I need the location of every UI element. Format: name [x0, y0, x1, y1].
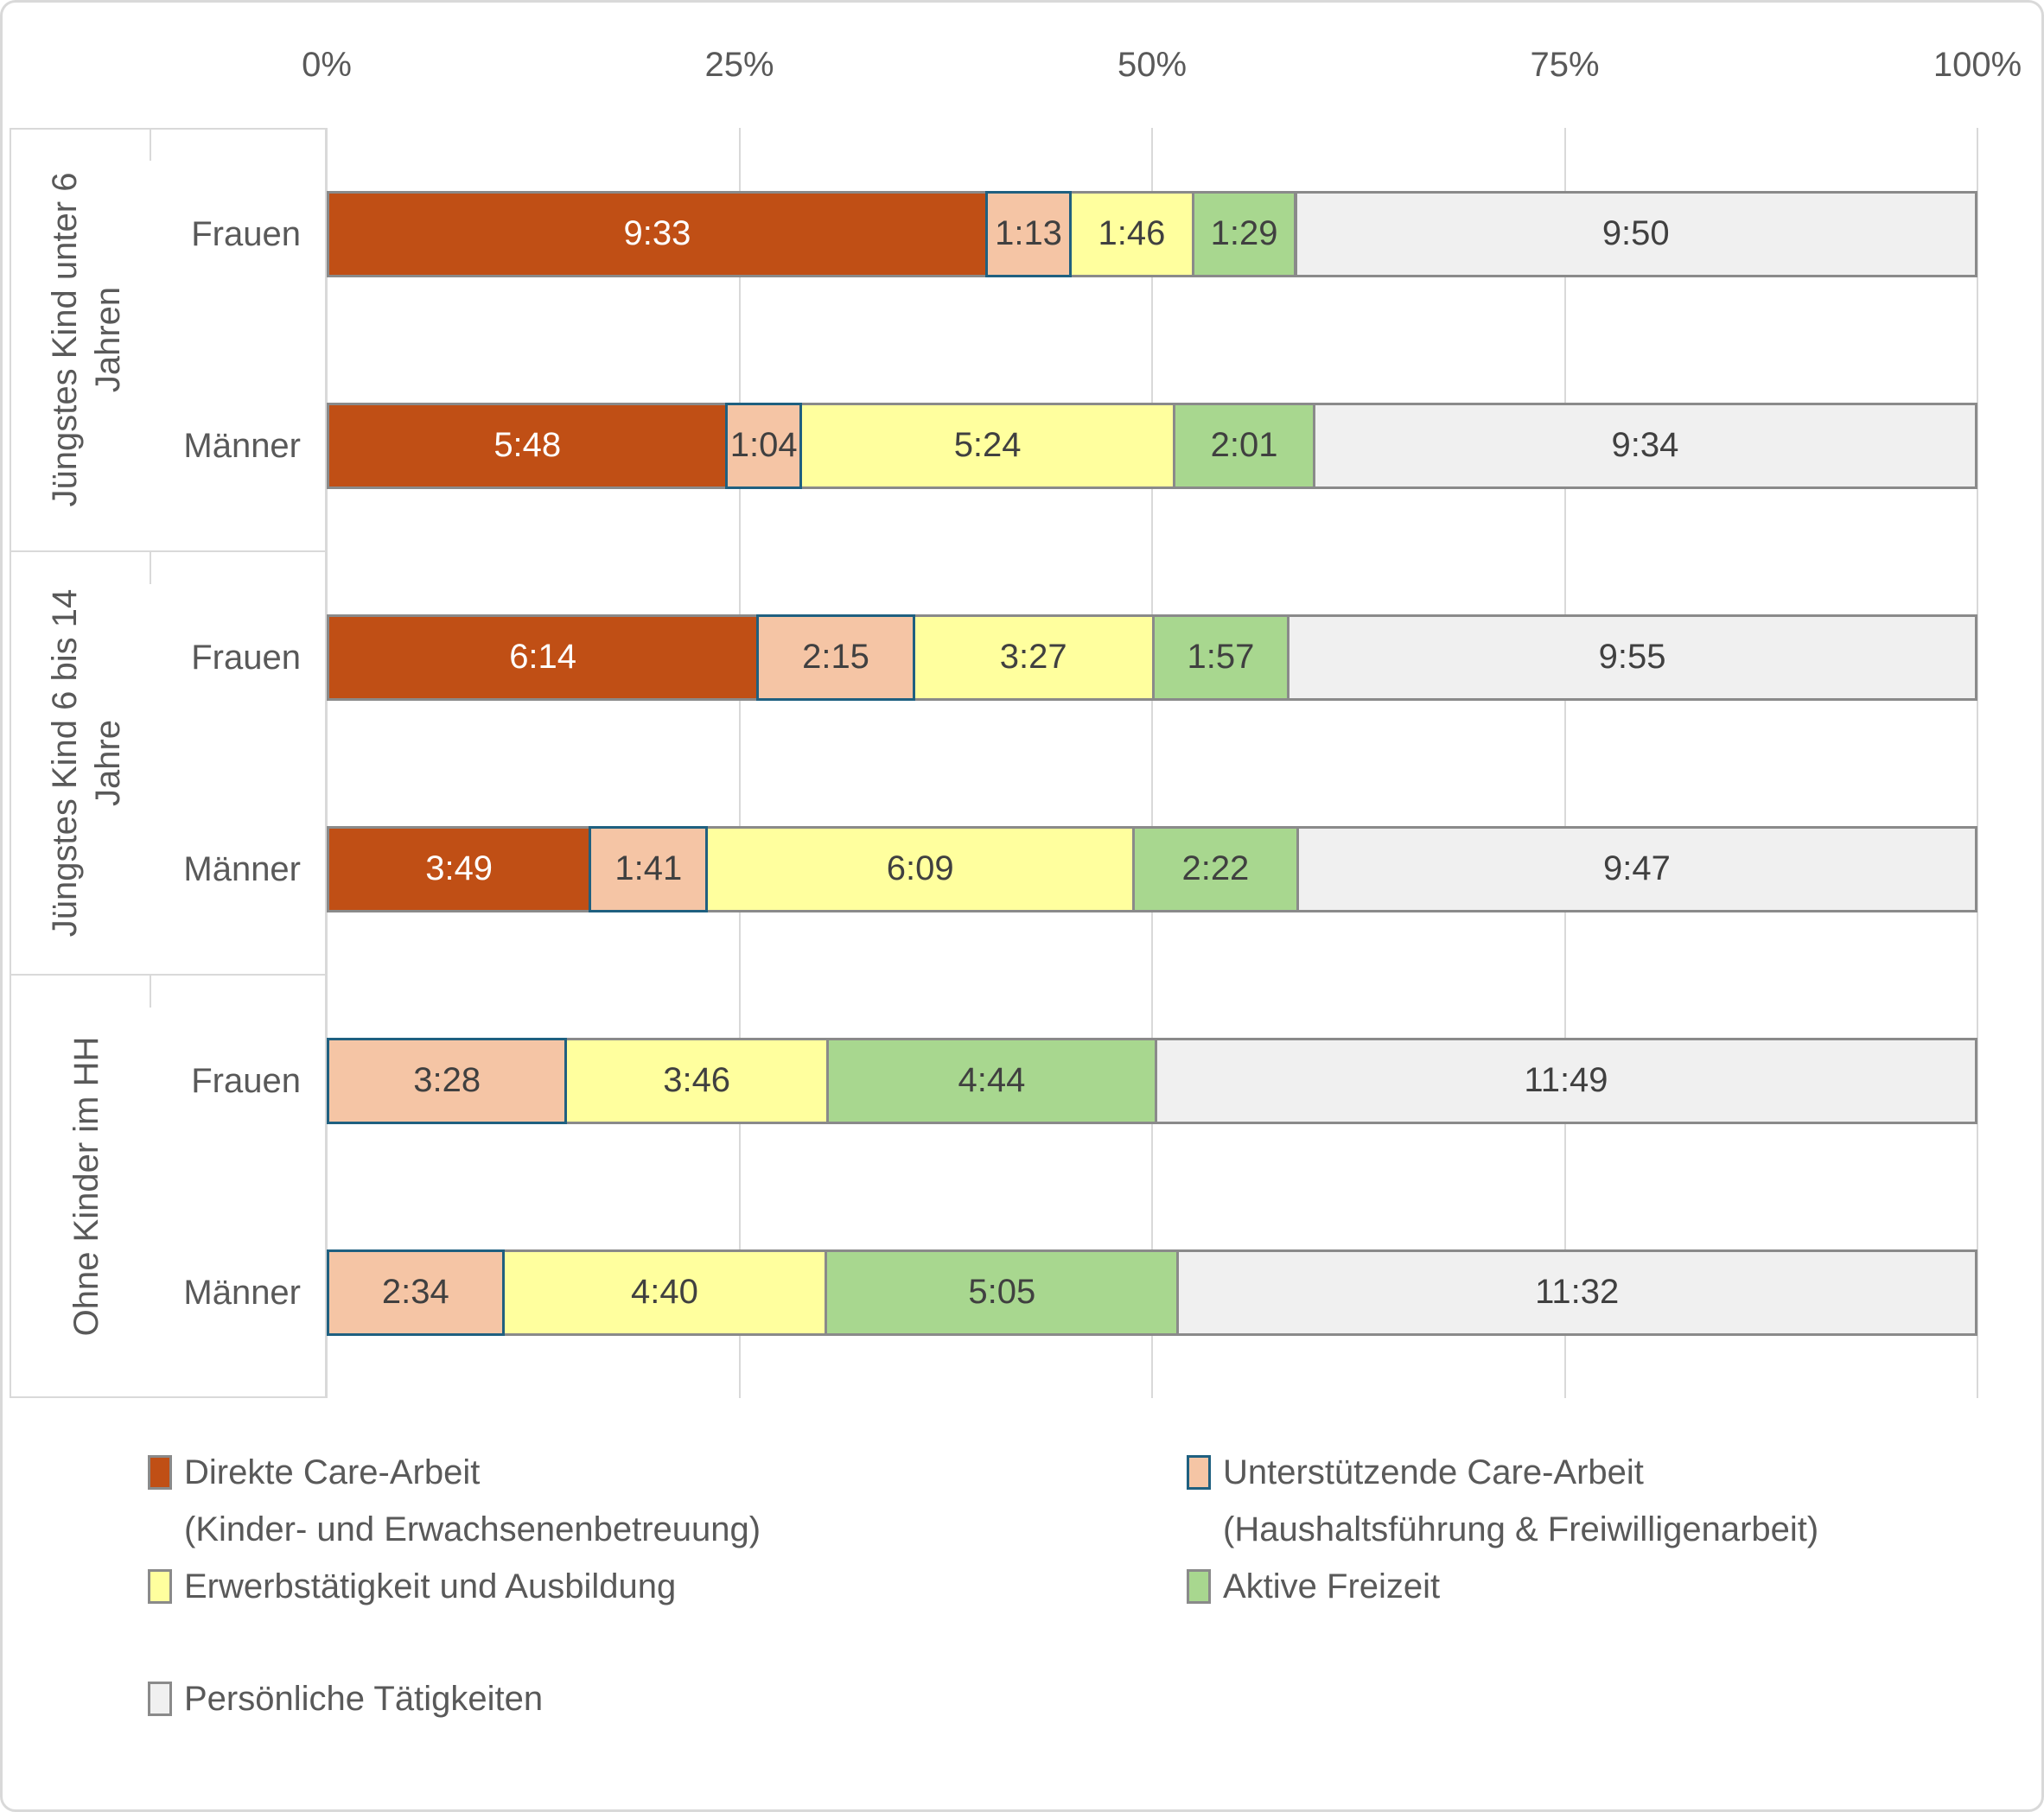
- group-label: Jüngstes Kind unter 6 Jahren: [22, 128, 151, 551]
- bar-segment-direkte_care: 9:33: [327, 190, 988, 277]
- category-axis-tick: [150, 975, 151, 1008]
- legend-label: Aktive Freizeit: [1223, 1558, 1440, 1615]
- category-axis-frame: [10, 128, 327, 1398]
- category-label: Frauen: [191, 214, 301, 253]
- bar-segment-unterstuetzende_care: 2:34: [327, 1249, 505, 1336]
- bar-segment-persoenlich: 9:55: [1287, 614, 1977, 701]
- legend-label: Erwerbstätigkeit und Ausbildung: [184, 1558, 676, 1615]
- x-axis-tick-label: 50%: [1117, 46, 1188, 84]
- bar-segment-unterstuetzende_care: 3:28: [327, 1037, 568, 1124]
- category-label: Frauen: [191, 1061, 301, 1100]
- bar-segment-erwerb: 3:27: [912, 614, 1155, 701]
- legend-swatch: [1187, 1455, 1211, 1490]
- group-label-line: Jahren: [89, 286, 127, 393]
- bar-segment-direkte_care: 3:49: [327, 825, 592, 912]
- category-group-separator: [10, 974, 327, 976]
- bar-segment-persoenlich: 9:47: [1296, 825, 1977, 912]
- group-label: Ohne Kinder im HH: [22, 975, 151, 1398]
- bar-segment-persoenlich: 9:50: [1294, 190, 1977, 277]
- bar-segment-aktive_freizeit: 5:05: [825, 1249, 1180, 1336]
- bar-segment-erwerb: 6:09: [705, 825, 1135, 912]
- category-group-separator: [10, 550, 327, 552]
- x-axis-tick-label: 100%: [1933, 46, 2022, 84]
- group-label-line: Jüngstes Kind 6 bis 14: [46, 588, 84, 938]
- legend-label: Direkte Care-Arbeit (Kinder- und Erwachse…: [184, 1444, 761, 1558]
- bar-segment-erwerb: 4:40: [501, 1249, 828, 1336]
- bar-segment-aktive_freizeit: 2:01: [1173, 402, 1315, 489]
- group-label: Jüngstes Kind 6 bis 14 Jahre: [22, 551, 151, 975]
- legend-swatch: [148, 1569, 172, 1604]
- category-label: Männer: [183, 426, 301, 465]
- bar-segment-erwerb: 1:46: [1069, 190, 1194, 277]
- bar-segment-unterstuetzende_care: 1:04: [725, 402, 802, 489]
- legend-label-line: Persönliche Tätigkeiten: [184, 1680, 544, 1718]
- bar-segment-persoenlich: 9:34: [1312, 402, 1977, 489]
- legend-label-line: (Kinder- und Erwachsenenbetreuung): [184, 1510, 761, 1548]
- legend-label: Unterstützende Care-Arbeit (Haushaltsführ…: [1223, 1444, 1818, 1558]
- x-axis-tick-label: 0%: [302, 46, 352, 84]
- legend-item: Erwerbstätigkeit und Ausbildung: [148, 1558, 676, 1615]
- bar-segment-persoenlich: 11:49: [1155, 1037, 1977, 1124]
- legend-label-line: Unterstützende Care-Arbeit: [1223, 1453, 1644, 1491]
- gridline: [1563, 128, 1566, 1398]
- legend-label-line: Erwerbstätigkeit und Ausbildung: [184, 1567, 677, 1605]
- bar-segment-aktive_freizeit: 2:22: [1131, 825, 1299, 912]
- category-label: Frauen: [191, 638, 301, 677]
- legend-label: Persönliche Tätigkeiten: [184, 1670, 543, 1727]
- gridline: [1977, 128, 1978, 1398]
- bar-segment-erwerb: 5:24: [799, 402, 1176, 489]
- legend-swatch: [1187, 1569, 1211, 1604]
- bar-segment-aktive_freizeit: 1:57: [1151, 614, 1290, 701]
- x-axis-tick-label: 75%: [1530, 46, 1600, 84]
- legend-label-line: (Haushaltsführung & Freiwilligenarbeit): [1223, 1510, 1819, 1548]
- legend-item: Direkte Care-Arbeit (Kinder- und Erwachse…: [148, 1444, 761, 1558]
- bar-segment-aktive_freizeit: 4:44: [825, 1037, 1158, 1124]
- legend-label-line: Aktive Freizeit: [1223, 1567, 1441, 1605]
- legend-item: Aktive Freizeit: [1187, 1558, 1440, 1615]
- gridline: [326, 128, 328, 1398]
- gridline: [1151, 128, 1153, 1398]
- legend-item: Unterstützende Care-Arbeit (Haushaltsführ…: [1187, 1444, 1818, 1558]
- x-axis-tick-label: 25%: [704, 46, 774, 84]
- legend-label-line: Direkte Care-Arbeit: [184, 1453, 481, 1491]
- group-label-line: Jüngstes Kind unter 6: [46, 172, 84, 507]
- bar-segment-persoenlich: 11:32: [1176, 1249, 1977, 1336]
- group-label-text: Jüngstes Kind 6 bis 14 Jahre: [22, 551, 151, 975]
- group-label-line: Ohne Kinder im HH: [67, 1036, 105, 1337]
- category-label: Männer: [183, 1273, 301, 1312]
- group-label-text: Jüngstes Kind unter 6 Jahren: [22, 128, 151, 551]
- category-axis-tick: [150, 128, 151, 161]
- legend-swatch: [148, 1455, 172, 1490]
- group-label-text: Ohne Kinder im HH: [22, 975, 151, 1398]
- gridline: [738, 128, 741, 1398]
- bar-segment-aktive_freizeit: 1:29: [1191, 190, 1297, 277]
- legend-item: Persönliche Tätigkeiten: [148, 1670, 543, 1727]
- bar-segment-direkte_care: 6:14: [327, 614, 760, 701]
- bar-segment-unterstuetzende_care: 2:15: [756, 614, 915, 701]
- category-label: Männer: [183, 849, 301, 888]
- bar-segment-unterstuetzende_care: 1:13: [984, 190, 1073, 277]
- bar-segment-unterstuetzende_care: 1:41: [589, 825, 709, 912]
- category-axis-tick: [150, 551, 151, 584]
- group-label-line: Jahre: [89, 719, 127, 807]
- bar-segment-erwerb: 3:46: [564, 1037, 829, 1124]
- bar-segment-direkte_care: 5:48: [327, 402, 729, 489]
- legend-swatch: [148, 1682, 172, 1716]
